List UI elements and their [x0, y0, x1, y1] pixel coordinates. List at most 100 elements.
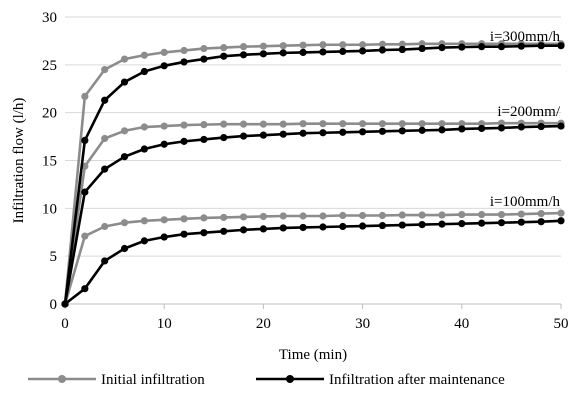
- annotation-1: i=200mm/: [497, 104, 560, 120]
- data-point-maintenance-i300mmh-22: [279, 49, 287, 57]
- y-tick-label-10: 10: [42, 201, 57, 217]
- annotations: i=300mm/h i=200mm/i=100mm/h: [490, 29, 561, 210]
- y-tick-label-15: 15: [42, 154, 57, 170]
- data-point-maintenance-i200mmh-40: [458, 125, 466, 133]
- data-point-maintenance-i200mmh-12: [180, 137, 188, 145]
- data-point-maintenance-i300mmh-28: [339, 47, 347, 56]
- data-point-initial-i200mmh-6: [120, 127, 129, 135]
- series-line-maintenance-i100mmh: [64, 219, 562, 306]
- data-point-initial-i300mmh-4: [101, 66, 109, 74]
- data-point-maintenance-i300mmh-48: [537, 42, 545, 50]
- data-point-maintenance-i100mmh-38: [438, 220, 446, 228]
- series-initial-i200mmh: [61, 119, 565, 308]
- data-point-initial-i300mmh-22: [279, 42, 287, 50]
- data-point-maintenance-i300mmh-12: [180, 58, 188, 66]
- data-point-initial-i200mmh-26: [319, 120, 327, 128]
- data-point-initial-i100mmh-2: [81, 232, 89, 240]
- y-tick-label-0: 0: [50, 297, 58, 313]
- data-point-initial-i200mmh-36: [418, 120, 426, 128]
- data-point-initial-i300mmh-16: [220, 44, 228, 52]
- legend-item-initial: Initial infiltration: [28, 372, 205, 388]
- data-point-maintenance-i300mmh-2: [81, 136, 89, 145]
- series-initial-i100mmh: [61, 209, 565, 308]
- annotation-2: i=100mm/h: [490, 194, 561, 210]
- data-point-maintenance-i200mmh-44: [497, 124, 506, 132]
- data-point-initial-i100mmh-44: [497, 210, 506, 219]
- data-point-initial-i100mmh-8: [140, 217, 148, 225]
- data-point-maintenance-i100mmh-8: [140, 237, 148, 245]
- x-tick-label-50: 50: [554, 316, 569, 332]
- gridlines: [65, 16, 561, 257]
- data-point-initial-i100mmh-34: [398, 211, 406, 219]
- data-point-initial-i200mmh-4: [101, 134, 109, 143]
- data-point-initial-i100mmh-50: [557, 209, 565, 217]
- data-point-initial-i100mmh-26: [319, 212, 327, 220]
- data-point-maintenance-i200mmh-26: [319, 129, 327, 137]
- data-point-maintenance-i100mmh-2: [81, 285, 89, 293]
- data-point-initial-i100mmh-42: [478, 210, 486, 219]
- data-point-maintenance-i100mmh-14: [200, 229, 208, 237]
- data-point-maintenance-i300mmh-24: [299, 48, 307, 56]
- data-point-initial-i300mmh-18: [239, 43, 248, 51]
- data-point-maintenance-i300mmh-14: [200, 55, 208, 63]
- data-point-maintenance-i100mmh-12: [180, 230, 188, 238]
- x-tick-label-10: 10: [157, 316, 172, 332]
- data-point-maintenance-i100mmh-42: [478, 219, 486, 227]
- data-point-maintenance-i200mmh-10: [160, 140, 168, 148]
- data-point-initial-i200mmh-10: [160, 122, 168, 130]
- y-tick-label-30: 30: [42, 10, 57, 26]
- data-point-initial-i300mmh-10: [160, 48, 168, 56]
- data-point-maintenance-i100mmh-44: [497, 219, 506, 227]
- data-point-maintenance-i200mmh-28: [339, 128, 347, 136]
- data-point-initial-i100mmh-40: [458, 210, 466, 219]
- data-point-initial-i100mmh-22: [279, 212, 287, 220]
- data-point-maintenance-i100mmh-30: [359, 222, 367, 230]
- legend-marker-maintenance: [286, 375, 294, 383]
- data-point-maintenance-i200mmh-22: [279, 130, 287, 138]
- data-point-initial-i100mmh-4: [101, 222, 109, 231]
- data-point-maintenance-i100mmh-10: [160, 233, 168, 241]
- legend-label-maintenance: Infiltration after maintenance: [329, 372, 505, 388]
- data-point-maintenance-i300mmh-34: [398, 45, 406, 54]
- data-point-maintenance-i200mmh-50: [557, 122, 565, 130]
- data-point-maintenance-i100mmh-4: [101, 257, 109, 265]
- data-point-maintenance-i100mmh-32: [378, 221, 387, 230]
- data-point-initial-i100mmh-18: [239, 213, 248, 221]
- data-point-initial-i200mmh-40: [458, 120, 466, 128]
- data-point-initial-i300mmh-32: [378, 40, 387, 48]
- data-point-maintenance-i200mmh-8: [140, 145, 148, 153]
- data-point-initial-i200mmh-28: [339, 120, 347, 128]
- data-point-initial-i300mmh-12: [180, 46, 188, 55]
- data-point-initial-i100mmh-46: [517, 210, 525, 218]
- data-point-maintenance-i300mmh-44: [497, 43, 506, 51]
- data-point-initial-i100mmh-24: [299, 212, 307, 220]
- data-point-initial-i300mmh-30: [359, 41, 367, 49]
- data-point-maintenance-i200mmh-48: [537, 122, 545, 131]
- data-point-maintenance-i100mmh-20: [259, 225, 267, 233]
- data-point-initial-i200mmh-14: [200, 121, 208, 129]
- data-point-initial-i100mmh-30: [359, 211, 367, 220]
- data-point-maintenance-i200mmh-2: [81, 188, 89, 196]
- data-point-initial-i200mmh-30: [359, 120, 367, 128]
- y-tick-label-25: 25: [42, 58, 57, 74]
- data-point-maintenance-i200mmh-30: [359, 128, 367, 136]
- data-point-maintenance-i100mmh-40: [458, 220, 466, 228]
- data-point-maintenance-i300mmh-50: [557, 42, 565, 50]
- data-point-maintenance-i100mmh-24: [299, 223, 307, 232]
- data-point-maintenance-i100mmh-48: [537, 218, 545, 226]
- data-point-initial-i200mmh-34: [398, 120, 406, 128]
- data-point-maintenance-i300mmh-16: [220, 52, 228, 60]
- data-point-initial-i300mmh-20: [259, 42, 267, 50]
- data-point-maintenance-i300mmh-20: [259, 50, 267, 58]
- data-point-initial-i300mmh-14: [200, 44, 208, 53]
- data-point-initial-i100mmh-14: [200, 214, 208, 222]
- data-point-initial-i300mmh-2: [81, 92, 89, 101]
- data-point-maintenance-i100mmh-16: [220, 227, 228, 235]
- data-point-initial-i100mmh-38: [438, 211, 446, 219]
- data-point-maintenance-i200mmh-36: [418, 126, 426, 134]
- legend-marker-initial: [58, 375, 66, 383]
- y-tick-label-20: 20: [42, 106, 57, 122]
- data-point-maintenance-i300mmh-10: [160, 62, 168, 70]
- data-point-initial-i200mmh-8: [140, 123, 148, 131]
